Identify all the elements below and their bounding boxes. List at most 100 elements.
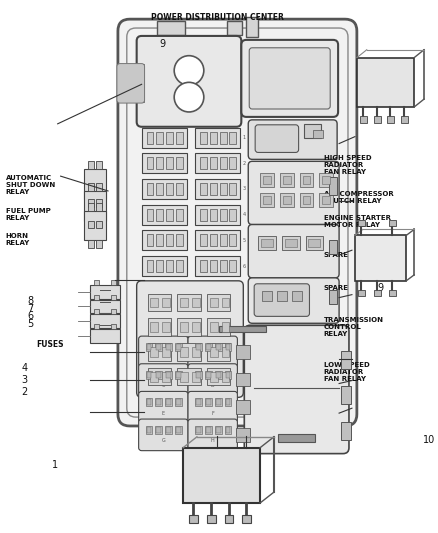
Bar: [219, 235, 226, 246]
Text: 3: 3: [242, 187, 245, 191]
Bar: [88, 203, 94, 211]
Bar: [225, 426, 231, 434]
Bar: [166, 344, 171, 350]
Bar: [147, 372, 152, 377]
Bar: [222, 297, 230, 308]
FancyBboxPatch shape: [117, 63, 145, 103]
Bar: [196, 372, 201, 377]
Bar: [166, 209, 173, 221]
Bar: [156, 372, 161, 377]
Bar: [96, 203, 102, 211]
Text: 8: 8: [28, 296, 34, 306]
Bar: [180, 347, 188, 357]
Bar: [111, 310, 116, 314]
Bar: [278, 434, 315, 442]
Bar: [96, 199, 102, 207]
Bar: [147, 399, 152, 405]
Bar: [151, 322, 159, 332]
FancyBboxPatch shape: [248, 120, 337, 159]
Bar: [206, 427, 211, 433]
Bar: [94, 295, 99, 300]
Bar: [219, 326, 266, 332]
Bar: [183, 448, 260, 503]
Bar: [165, 398, 172, 406]
Bar: [210, 157, 217, 169]
Bar: [166, 260, 173, 272]
FancyBboxPatch shape: [118, 19, 357, 426]
Circle shape: [174, 55, 204, 85]
Bar: [162, 322, 170, 332]
Bar: [156, 399, 161, 405]
Bar: [200, 209, 207, 221]
FancyBboxPatch shape: [255, 125, 299, 152]
Bar: [189, 515, 198, 523]
Bar: [219, 183, 226, 195]
Bar: [176, 344, 181, 350]
Bar: [88, 161, 94, 169]
Bar: [156, 183, 163, 195]
Bar: [205, 370, 212, 378]
Bar: [176, 157, 183, 169]
Bar: [111, 280, 116, 285]
Bar: [147, 344, 152, 350]
Bar: [388, 116, 394, 123]
Bar: [147, 209, 153, 221]
Bar: [210, 297, 218, 308]
Bar: [195, 343, 202, 351]
Bar: [219, 209, 226, 221]
Bar: [88, 183, 94, 191]
Bar: [263, 196, 271, 204]
Bar: [151, 372, 159, 382]
Bar: [166, 157, 173, 169]
Bar: [165, 426, 172, 434]
Bar: [155, 343, 162, 351]
Text: 2: 2: [242, 161, 245, 166]
Bar: [166, 427, 171, 433]
Text: D: D: [211, 383, 215, 388]
Bar: [205, 426, 212, 434]
FancyBboxPatch shape: [188, 336, 237, 368]
Bar: [156, 260, 163, 272]
Bar: [162, 347, 170, 357]
Bar: [230, 132, 237, 143]
Bar: [141, 179, 187, 199]
Bar: [303, 196, 311, 204]
Bar: [195, 230, 240, 250]
Bar: [141, 205, 187, 224]
Bar: [176, 209, 183, 221]
Bar: [195, 370, 202, 378]
Bar: [215, 370, 222, 378]
Bar: [306, 236, 323, 250]
Bar: [196, 344, 201, 350]
Bar: [162, 297, 170, 308]
Bar: [147, 132, 153, 143]
Bar: [145, 398, 152, 406]
Bar: [230, 260, 237, 272]
Bar: [355, 236, 406, 281]
Text: C: C: [162, 383, 165, 388]
Bar: [230, 235, 237, 246]
Bar: [357, 58, 414, 107]
Bar: [141, 128, 187, 148]
Bar: [258, 236, 276, 250]
Bar: [176, 235, 183, 246]
Text: FUEL PUMP
RELAY: FUEL PUMP RELAY: [6, 208, 50, 221]
Bar: [90, 300, 120, 313]
Text: 7: 7: [28, 304, 34, 313]
FancyBboxPatch shape: [137, 36, 241, 127]
Bar: [166, 183, 173, 195]
Text: A: A: [162, 356, 165, 360]
Bar: [225, 398, 231, 406]
Bar: [205, 398, 212, 406]
Bar: [219, 260, 226, 272]
Bar: [176, 399, 181, 405]
Bar: [358, 220, 365, 225]
Bar: [329, 177, 337, 195]
Bar: [196, 399, 201, 405]
Text: A/C COMPRESSOR
CLUTCH RELAY: A/C COMPRESSOR CLUTCH RELAY: [324, 190, 393, 204]
Bar: [226, 427, 230, 433]
Bar: [242, 515, 251, 523]
Bar: [195, 128, 240, 148]
Bar: [156, 157, 163, 169]
Bar: [166, 372, 171, 377]
